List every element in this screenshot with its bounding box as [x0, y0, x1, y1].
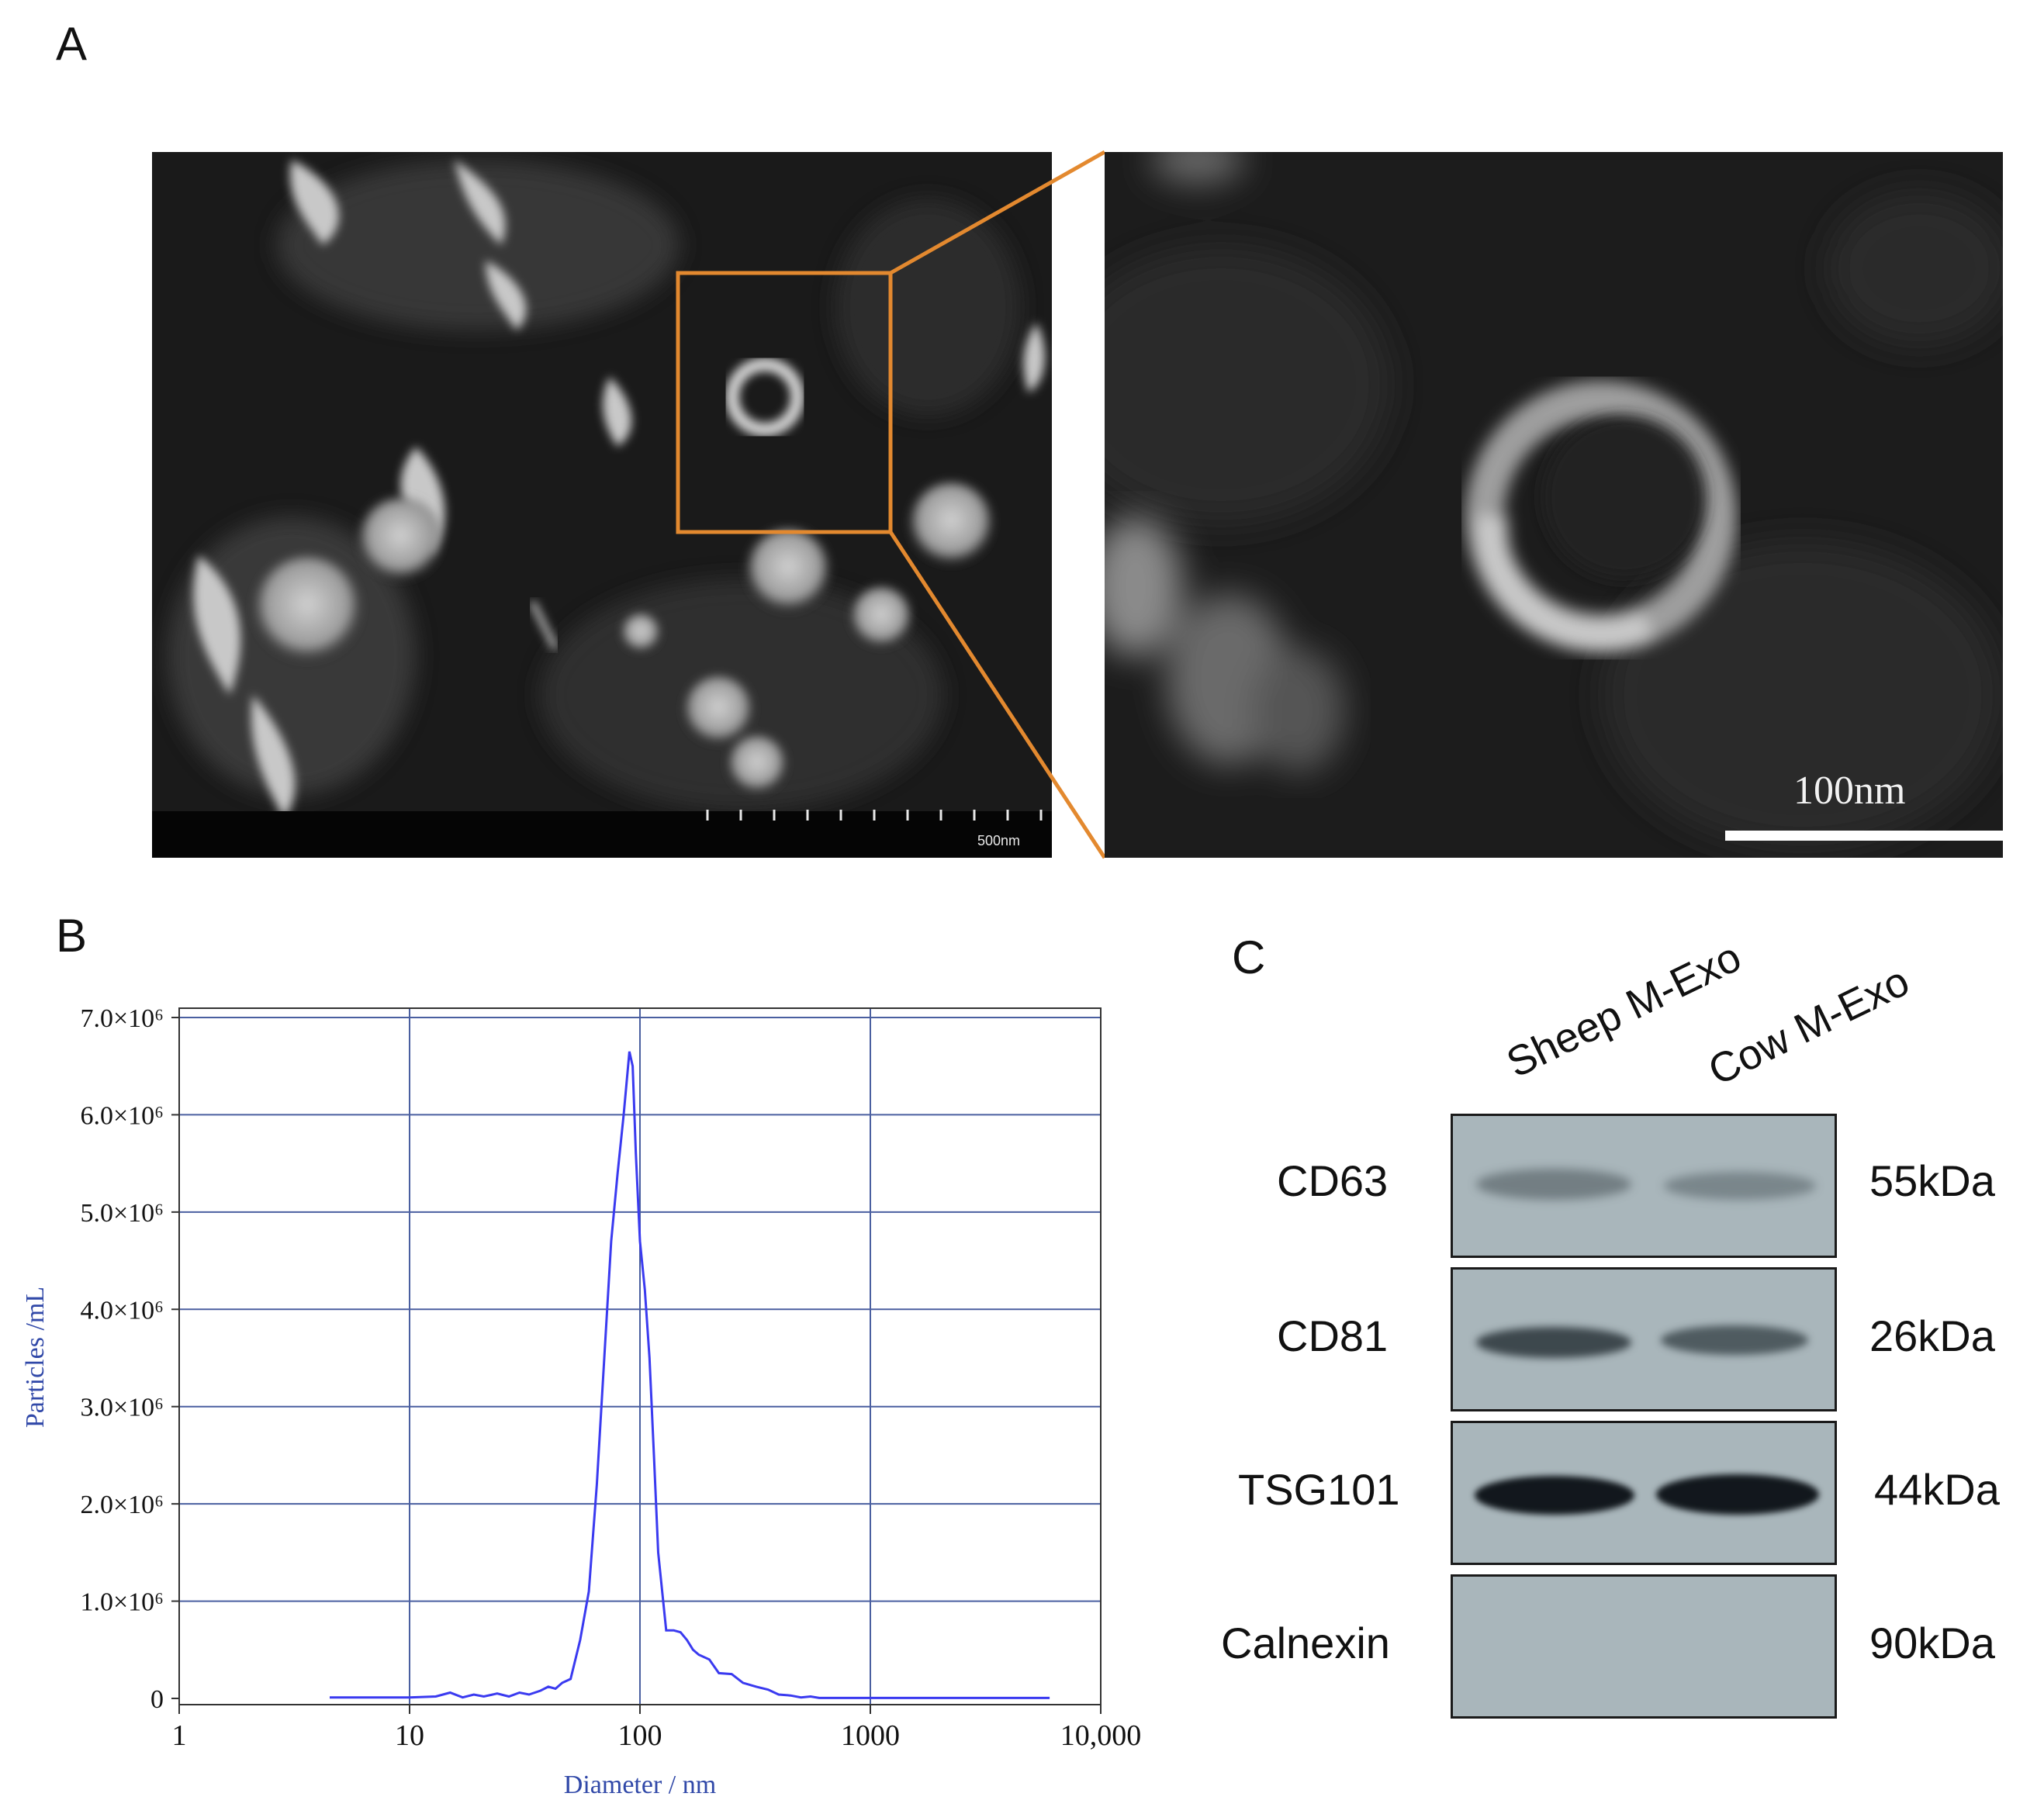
band-cd81-sheep	[1476, 1327, 1631, 1358]
y-tick-label: 2.0×10⁶	[80, 1491, 164, 1519]
zoom-scale-label: 100nm	[1793, 769, 1906, 813]
series-line	[330, 1051, 1050, 1699]
blot-strip-tsg101	[1451, 1421, 1837, 1565]
x-tick-label: 1000	[841, 1719, 900, 1752]
x-axis-label: Diameter / nm	[564, 1771, 716, 1799]
overview-scale-label: 500nm	[977, 833, 1021, 848]
y-tick-label: 3.0×10⁶	[80, 1394, 164, 1422]
blot-strip-calnexin	[1451, 1574, 1837, 1719]
protein-label-cd81: CD81	[1277, 1311, 1389, 1360]
y-tick-label: 4.0×10⁶	[80, 1296, 164, 1325]
band-tsg101-sheep	[1475, 1476, 1634, 1515]
band-cd81-cow	[1661, 1325, 1808, 1355]
size-distribution-chart: 1 10 100 1000 10,000 0 1.0×10⁶ 2.0×10⁶ 3.0×10⁶ 4.…	[0, 977, 1164, 1803]
x-tick-label: 100	[618, 1719, 662, 1752]
panel-label-c: C	[1232, 931, 1266, 983]
y-tick-label: 6.0×10⁶	[80, 1101, 164, 1130]
protein-label-cd63: CD63	[1277, 1156, 1389, 1205]
zoom-connector	[676, 150, 1107, 859]
y-tick-label: 1.0×10⁶	[80, 1588, 164, 1617]
y-tick-label: 0	[150, 1685, 164, 1714]
panel-label-b: B	[56, 910, 88, 962]
blot-strip-cd81	[1451, 1267, 1837, 1411]
mw-label-calnexin: 90kDa	[1869, 1619, 1995, 1667]
mw-label-cd81: 26kDa	[1869, 1311, 1995, 1360]
em-overview-image: 500nm	[152, 152, 1052, 858]
band-tsg101-cow	[1656, 1474, 1819, 1515]
x-tick-label: 10	[395, 1719, 424, 1752]
blot-strip-cd63	[1451, 1114, 1837, 1258]
band-cd63-cow	[1664, 1172, 1816, 1200]
y-tick-label: 7.0×10⁶	[80, 1004, 164, 1033]
band-cd63-sheep	[1476, 1169, 1631, 1200]
x-tick-label: 10,000	[1060, 1719, 1142, 1752]
y-tick-label: 5.0×10⁶	[80, 1199, 164, 1228]
highlight-box	[676, 271, 893, 534]
y-axis-label: Particles /mL	[21, 1287, 50, 1428]
x-tick-label: 1	[172, 1719, 187, 1752]
protein-label-tsg101: TSG101	[1238, 1465, 1400, 1514]
chart-grid	[179, 1008, 1101, 1705]
mw-label-tsg101: 44kDa	[1874, 1465, 2000, 1514]
panel-label-a: A	[56, 18, 88, 70]
mw-label-cd63: 55kDa	[1869, 1156, 1995, 1205]
protein-label-calnexin: Calnexin	[1221, 1619, 1390, 1667]
em-zoom-image: 100nm	[1105, 152, 2003, 858]
